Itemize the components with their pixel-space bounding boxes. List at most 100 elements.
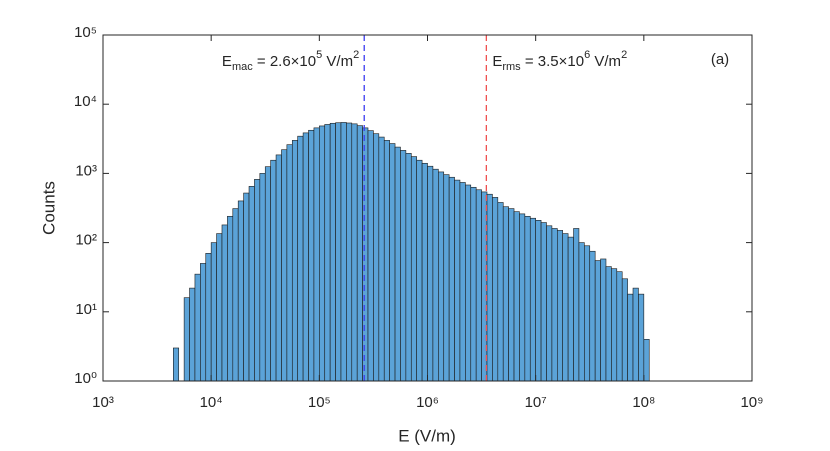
bar <box>513 211 520 382</box>
bar <box>443 174 450 382</box>
bar <box>254 179 261 382</box>
bar <box>562 233 569 382</box>
bar <box>573 228 580 382</box>
bar <box>508 208 515 382</box>
annotation: Emac = 2.6×105 V/m2 <box>222 49 359 73</box>
y-tick-label: 10¹ <box>75 301 97 318</box>
bar <box>589 250 596 382</box>
x-tick-label: 10⁶ <box>416 394 439 411</box>
bar <box>605 266 612 382</box>
bar <box>470 186 477 382</box>
bar <box>394 146 401 382</box>
bar <box>416 159 423 382</box>
panel-label: (a) <box>711 51 729 68</box>
bar <box>281 149 288 382</box>
y-axis-label: Counts <box>39 181 58 235</box>
bar <box>346 122 353 382</box>
bar <box>221 224 228 382</box>
bar <box>243 192 250 382</box>
bar <box>216 233 223 382</box>
x-tick-label: 10⁸ <box>632 394 655 411</box>
bar <box>567 236 574 382</box>
bar <box>594 260 601 382</box>
bar <box>524 215 531 382</box>
bar <box>356 125 363 382</box>
bar <box>643 339 650 382</box>
annotation-part: E <box>222 53 232 70</box>
bar <box>308 129 315 382</box>
bar <box>578 242 585 382</box>
y-tick-label: 10² <box>75 232 97 249</box>
bar <box>621 278 628 382</box>
bar <box>427 165 434 382</box>
bar <box>270 159 277 382</box>
bar <box>324 124 331 382</box>
bar <box>497 202 504 382</box>
y-tick-label: 10³ <box>75 162 97 179</box>
annotation-part: E <box>492 53 502 70</box>
bar <box>291 140 299 382</box>
bar <box>259 173 266 382</box>
bar <box>319 125 326 382</box>
bar <box>475 189 482 382</box>
bar <box>210 242 217 382</box>
bar <box>529 217 536 382</box>
annotation: Erms = 3.5×106 V/m2 <box>492 49 627 73</box>
bar <box>600 258 607 382</box>
bar <box>189 287 196 382</box>
bar <box>335 122 342 382</box>
bar <box>502 206 509 382</box>
y-tick-label: 10⁰ <box>74 370 97 387</box>
bar <box>551 228 558 382</box>
x-tick-label: 10⁵ <box>308 394 331 411</box>
bar <box>183 297 190 382</box>
bar <box>367 130 374 382</box>
bar <box>297 135 304 382</box>
bar <box>275 154 282 382</box>
bar <box>410 156 417 382</box>
annotation-part: 2 <box>621 49 627 61</box>
bar <box>405 153 412 382</box>
x-tick-label: 10⁴ <box>200 394 223 411</box>
bar <box>584 245 591 382</box>
bar <box>227 215 234 382</box>
bar <box>459 182 466 382</box>
bar <box>432 168 439 382</box>
annotation-part: = 3.5×10 <box>521 53 584 70</box>
bar <box>627 293 634 382</box>
annotation-part: rms <box>502 61 521 73</box>
bar <box>205 253 212 382</box>
bar <box>383 140 390 382</box>
bar <box>454 179 461 382</box>
bar <box>448 176 455 382</box>
annotation-part: 2 <box>353 49 359 61</box>
annotation-part: V/m <box>590 53 621 70</box>
bar <box>438 171 445 382</box>
bar <box>616 271 623 382</box>
bar <box>378 136 385 382</box>
bar <box>232 208 239 382</box>
bar <box>194 273 201 382</box>
bar <box>248 186 255 382</box>
x-tick-label: 10⁹ <box>740 394 763 411</box>
bar <box>638 293 645 382</box>
annotation-part: 6 <box>584 49 590 61</box>
x-tick-label: 10⁷ <box>525 394 547 411</box>
annotation-part: mac <box>232 61 253 73</box>
annotation-part: 5 <box>316 49 322 61</box>
y-tick-label: 10⁴ <box>74 93 97 110</box>
bar <box>486 193 493 382</box>
bar <box>373 133 380 382</box>
bar <box>200 263 207 382</box>
bar <box>351 123 358 382</box>
bar <box>632 287 639 382</box>
x-axis-label: E (V/m) <box>398 426 456 445</box>
bar <box>611 268 618 382</box>
annotation-part: = 2.6×10 <box>253 53 316 70</box>
bar <box>302 132 309 382</box>
bar <box>264 166 271 382</box>
bar <box>362 127 369 382</box>
bar <box>421 162 428 382</box>
y-tick-label: 10⁵ <box>74 24 97 41</box>
